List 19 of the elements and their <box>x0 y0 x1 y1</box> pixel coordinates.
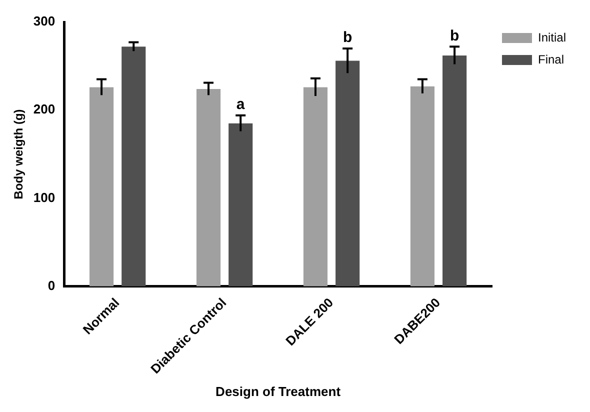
bar <box>336 60 360 286</box>
y-tick-label: 0 <box>48 278 56 293</box>
bar <box>196 88 221 286</box>
bar <box>122 46 146 286</box>
bar <box>442 55 467 286</box>
annotation: a <box>236 96 246 114</box>
bar <box>89 87 114 286</box>
annotation: b <box>342 29 352 46</box>
y-tick-label: 200 <box>33 102 56 117</box>
y-tick-label: 300 <box>33 14 56 29</box>
y-tick-label: 100 <box>33 190 56 205</box>
y-axis-title: Body weigth (g) <box>12 109 26 200</box>
legend-label: Initial <box>538 30 566 44</box>
bar <box>228 123 253 286</box>
legend-label: Final <box>538 52 564 66</box>
bar <box>303 87 328 286</box>
x-axis-title: Design of Treatment <box>216 384 342 399</box>
annotation: b <box>450 27 460 44</box>
bar <box>410 86 434 286</box>
